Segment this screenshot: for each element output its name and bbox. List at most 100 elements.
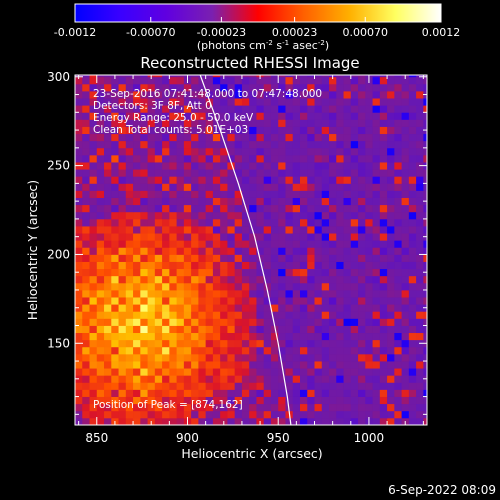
heatmap-cell <box>111 268 119 277</box>
heatmap-cell <box>329 147 337 156</box>
heatmap-cell <box>169 368 178 376</box>
heatmap-cell <box>372 233 381 241</box>
heatmap-cell <box>256 375 265 383</box>
heatmap-cell <box>423 325 427 334</box>
heatmap-cell <box>350 162 359 170</box>
heatmap-cell <box>379 275 388 284</box>
heatmap-cell <box>350 254 359 262</box>
heatmap-cell <box>299 90 308 99</box>
heatmap-cell <box>249 83 257 92</box>
heatmap-cell <box>379 304 388 312</box>
heatmap-cell <box>249 325 257 334</box>
heatmap-cell <box>118 112 127 120</box>
heatmap-cell <box>89 183 98 191</box>
heatmap-cell <box>314 332 323 341</box>
heatmap-cell <box>191 105 199 113</box>
heatmap-cell <box>292 140 301 149</box>
heatmap-cell <box>329 339 337 348</box>
heatmap-cell <box>125 204 134 213</box>
heatmap-cell <box>198 112 207 120</box>
heatmap-cell <box>241 382 250 390</box>
heatmap-cell <box>111 297 119 305</box>
heatmap-cell <box>285 218 294 227</box>
heatmap-cell <box>205 332 214 341</box>
heatmap-cell <box>234 403 243 412</box>
heatmap-cell <box>227 346 236 355</box>
heatmap-cell <box>387 154 395 163</box>
heatmap-cell <box>96 247 105 255</box>
heatmap-cell <box>278 311 286 319</box>
heatmap-cell <box>278 403 286 412</box>
heatmap-cell <box>140 339 148 348</box>
heatmap-cell <box>401 297 410 305</box>
heatmap-cell <box>205 410 214 419</box>
heatmap-cell <box>176 112 185 120</box>
heatmap-cell <box>372 211 381 220</box>
heatmap-cell <box>191 162 199 170</box>
heatmap-cell <box>183 190 192 198</box>
heatmap-cell <box>299 375 308 383</box>
heatmap-cell <box>220 353 228 362</box>
heatmap-cell <box>212 98 221 106</box>
heatmap-cell <box>256 190 265 198</box>
heatmap-cell <box>285 112 294 120</box>
heatmap-cell <box>314 268 323 277</box>
heatmap-cell <box>358 325 366 334</box>
heatmap-cell <box>343 218 352 227</box>
heatmap-cell <box>256 204 265 213</box>
heatmap-cell <box>350 105 359 113</box>
heatmap-cell <box>133 197 141 206</box>
heatmap-cell <box>314 183 323 191</box>
heatmap-cell <box>234 368 243 376</box>
heatmap-cell <box>111 289 119 298</box>
heatmap-cell <box>270 197 279 206</box>
heatmap-cell <box>270 162 279 170</box>
colorbar-unit-label: (photons cm-2 s-1 asec-2) <box>197 39 329 52</box>
heatmap-cell <box>249 361 257 369</box>
heatmap-cell <box>285 176 294 184</box>
annotation-line: Clean Total counts: 5.01E+03 <box>93 124 248 136</box>
heatmap-cell <box>263 154 272 163</box>
heatmap-cell <box>372 176 381 184</box>
heatmap-cell <box>183 197 192 206</box>
heatmap-cell <box>249 403 257 412</box>
heatmap-cell <box>372 169 381 177</box>
heatmap-cell <box>89 339 98 348</box>
heatmap-cell <box>183 275 192 284</box>
heatmap-cell <box>125 98 134 106</box>
heatmap-cell <box>169 375 178 383</box>
heatmap-cell <box>104 318 112 326</box>
heatmap-cell <box>256 332 265 341</box>
heatmap-cell <box>162 325 170 334</box>
heatmap-cell <box>133 339 141 348</box>
heatmap-cell <box>329 204 337 213</box>
heatmap-cell <box>169 289 178 298</box>
heatmap-cell <box>118 183 127 191</box>
heatmap-cell <box>249 183 257 191</box>
heatmap-cell <box>263 353 272 362</box>
heatmap-cell <box>329 83 337 92</box>
heatmap-cell <box>191 268 199 277</box>
heatmap-cell <box>183 410 192 419</box>
heatmap-cell <box>162 197 170 206</box>
heatmap-cell <box>401 261 410 270</box>
heatmap-cell <box>278 304 286 312</box>
heatmap-cell <box>372 332 381 341</box>
heatmap-cell <box>198 240 207 248</box>
heatmap-cell <box>270 140 279 149</box>
heatmap-cell <box>285 83 294 92</box>
heatmap-cell <box>133 126 141 135</box>
heatmap-cell <box>365 311 373 319</box>
heatmap-cell <box>350 119 359 127</box>
heatmap-cell <box>343 311 352 319</box>
heatmap-cell <box>118 361 127 369</box>
heatmap-cell <box>336 332 344 341</box>
heatmap-cell <box>394 254 402 262</box>
heatmap-cell <box>227 318 236 326</box>
heatmap-cell <box>314 304 323 312</box>
heatmap-cell <box>336 282 344 291</box>
heatmap-cell <box>321 240 330 248</box>
heatmap-cell <box>350 311 359 319</box>
heatmap-cell <box>321 226 330 234</box>
heatmap-cell <box>372 325 381 334</box>
